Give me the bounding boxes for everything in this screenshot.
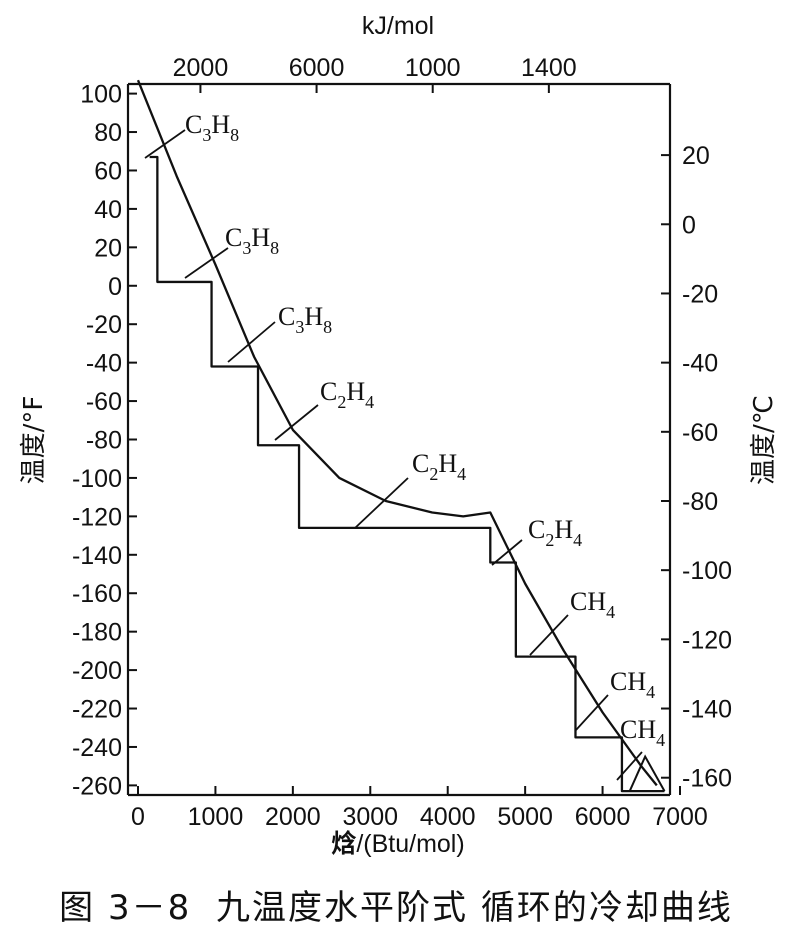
left-tick-label: -120 xyxy=(72,503,122,531)
annotation-leader xyxy=(227,321,276,363)
bottom-tick-label: 5000 xyxy=(497,803,553,831)
left-tick-label: -260 xyxy=(72,772,122,800)
figure-caption: 图 3－8 九温度水平阶式 循环的冷却曲线 xyxy=(0,880,792,929)
refrigerant-label: C2H4 xyxy=(320,377,374,412)
annotation-leader xyxy=(491,539,523,566)
right-tick-label: -160 xyxy=(682,765,732,793)
annotation-leader xyxy=(144,129,186,159)
bottom-tick-label: 4000 xyxy=(420,803,476,831)
top-tick-label: 1400 xyxy=(521,54,577,82)
cooling-curve-chart: 100 80 60 40 20 0 -20 -40 -60 -80 -100 -120 -140 -160… xyxy=(19,12,779,858)
left-tick-label: -60 xyxy=(86,388,122,416)
refrigerant-label: CH4 xyxy=(610,667,655,702)
bottom-axis-ticks: 0 1000 2000 3000 4000 5000 6000 7000 xyxy=(131,786,708,831)
left-tick-label: -180 xyxy=(72,619,122,647)
right-tick-label: -40 xyxy=(682,350,718,378)
top-tick-label: 6000 xyxy=(289,54,345,82)
right-tick-label: -140 xyxy=(682,696,732,724)
left-tick-label: 40 xyxy=(94,196,122,224)
refrigerant-label: CH4 xyxy=(570,587,615,622)
left-tick-label: -160 xyxy=(72,580,122,608)
annotation-leader xyxy=(184,247,229,279)
figure-title: 九温度水平阶式 循环的冷却曲线 xyxy=(216,888,733,928)
annotation-leader xyxy=(575,694,609,731)
right-axis-ticks: 20 0 -20 -40 -60 -80 -100 -120 -140 -160 xyxy=(661,142,732,793)
bottom-tick-label: 6000 xyxy=(575,803,631,831)
left-tick-label: -220 xyxy=(72,696,122,724)
left-tick-label: 20 xyxy=(94,234,122,262)
x-axis-label: 焓/(Btu/mol) xyxy=(331,829,464,858)
refrigerant-label: C2H4 xyxy=(412,449,466,484)
left-axis-ticks: 100 80 60 40 20 0 -20 -40 -60 -80 -100 -120 -140 -160… xyxy=(72,81,137,800)
right-tick-label: 20 xyxy=(682,142,710,170)
refrigerant-label: CH4 xyxy=(620,715,665,750)
top-axis-label: kJ/mol xyxy=(362,12,434,40)
annotation-labels: C3H8 C3H8 C3H8 C2H4 C2H4 C2H4 CH4 CH4 CH4 xyxy=(185,110,665,750)
left-tick-label: 0 xyxy=(108,273,122,301)
left-tick-label: -200 xyxy=(72,657,122,685)
bottom-tick-label: 3000 xyxy=(342,803,398,831)
bottom-tick-label: 0 xyxy=(131,803,145,831)
top-tick-label: 2000 xyxy=(173,54,229,82)
annotation-leader xyxy=(616,751,643,781)
right-tick-label: -80 xyxy=(682,488,718,516)
left-tick-label: -100 xyxy=(72,465,122,493)
refrigerant-label: C2H4 xyxy=(528,515,582,550)
figure-number: 图 3－8 xyxy=(59,888,192,928)
refrigerant-label: C3H8 xyxy=(185,110,239,145)
top-axis-ticks: 2000 6000 1000 1400 xyxy=(173,54,577,93)
annotation-leader xyxy=(274,404,319,441)
right-tick-label: -120 xyxy=(682,626,732,654)
bottom-tick-label: 1000 xyxy=(188,803,244,831)
left-tick-label: -240 xyxy=(72,734,122,762)
left-tick-label: 100 xyxy=(80,81,122,109)
refrigerant-label: C3H8 xyxy=(278,302,332,337)
left-tick-label: -80 xyxy=(86,427,122,455)
right-tick-label: -100 xyxy=(682,557,732,585)
bottom-tick-label: 7000 xyxy=(652,803,708,831)
left-tick-label: -20 xyxy=(86,311,122,339)
annotation-leader xyxy=(354,477,409,529)
bottom-tick-label: 2000 xyxy=(265,803,321,831)
left-tick-label: -140 xyxy=(72,542,122,570)
y-axis-label-left: 温度/°F xyxy=(19,396,49,485)
annotation-leader xyxy=(529,614,569,656)
end-triangle xyxy=(628,754,666,792)
annotation-leaders xyxy=(144,129,643,781)
x-axis-label-rest: /(Btu/mol) xyxy=(356,830,464,858)
left-tick-label: 80 xyxy=(94,119,122,147)
x-axis-label-bold: 焓 xyxy=(331,829,356,858)
right-tick-label: 0 xyxy=(682,211,696,239)
y-axis-label-right: 温度/℃ xyxy=(749,395,779,485)
cooling-curve-line xyxy=(136,79,658,787)
left-tick-label: 60 xyxy=(94,157,122,185)
top-tick-label: 1000 xyxy=(405,54,461,82)
right-tick-label: -60 xyxy=(682,419,718,447)
refrigerant-label: C3H8 xyxy=(225,223,279,258)
refrigerant-levels-line xyxy=(149,155,665,793)
left-tick-label: -40 xyxy=(86,350,122,378)
series-layer xyxy=(136,79,666,793)
right-tick-label: -20 xyxy=(682,280,718,308)
